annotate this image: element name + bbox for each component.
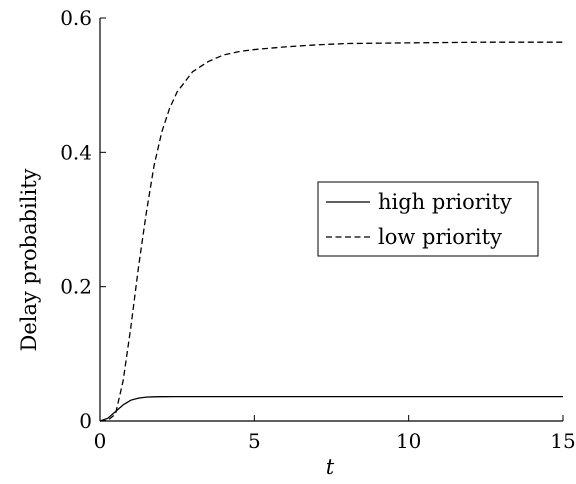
y-tick-label: 0.6 bbox=[60, 6, 92, 30]
y-tick-label: 0 bbox=[79, 409, 92, 433]
x-tick-label: 15 bbox=[550, 429, 575, 453]
y-axis-label: Delay probability bbox=[17, 168, 41, 351]
x-tick-label: 10 bbox=[396, 429, 421, 453]
y-tick-label: 0.4 bbox=[60, 140, 92, 164]
legend: high priority low priority bbox=[317, 181, 539, 257]
legend-box bbox=[317, 181, 539, 257]
x-tick-label: 5 bbox=[248, 429, 261, 453]
x-axis-label: t bbox=[326, 455, 335, 479]
axes: 0 5 10 15 0 0.2 0.4 0.6 bbox=[60, 6, 576, 453]
legend-label-high-priority: high priority bbox=[378, 190, 512, 214]
high-priority-line bbox=[99, 395, 563, 422]
y-tick-label: 0.2 bbox=[60, 275, 92, 299]
x-tick-label: 0 bbox=[94, 429, 107, 453]
legend-label-low-priority: low priority bbox=[378, 225, 502, 249]
series-group bbox=[99, 41, 563, 422]
low-priority-line bbox=[99, 41, 563, 422]
